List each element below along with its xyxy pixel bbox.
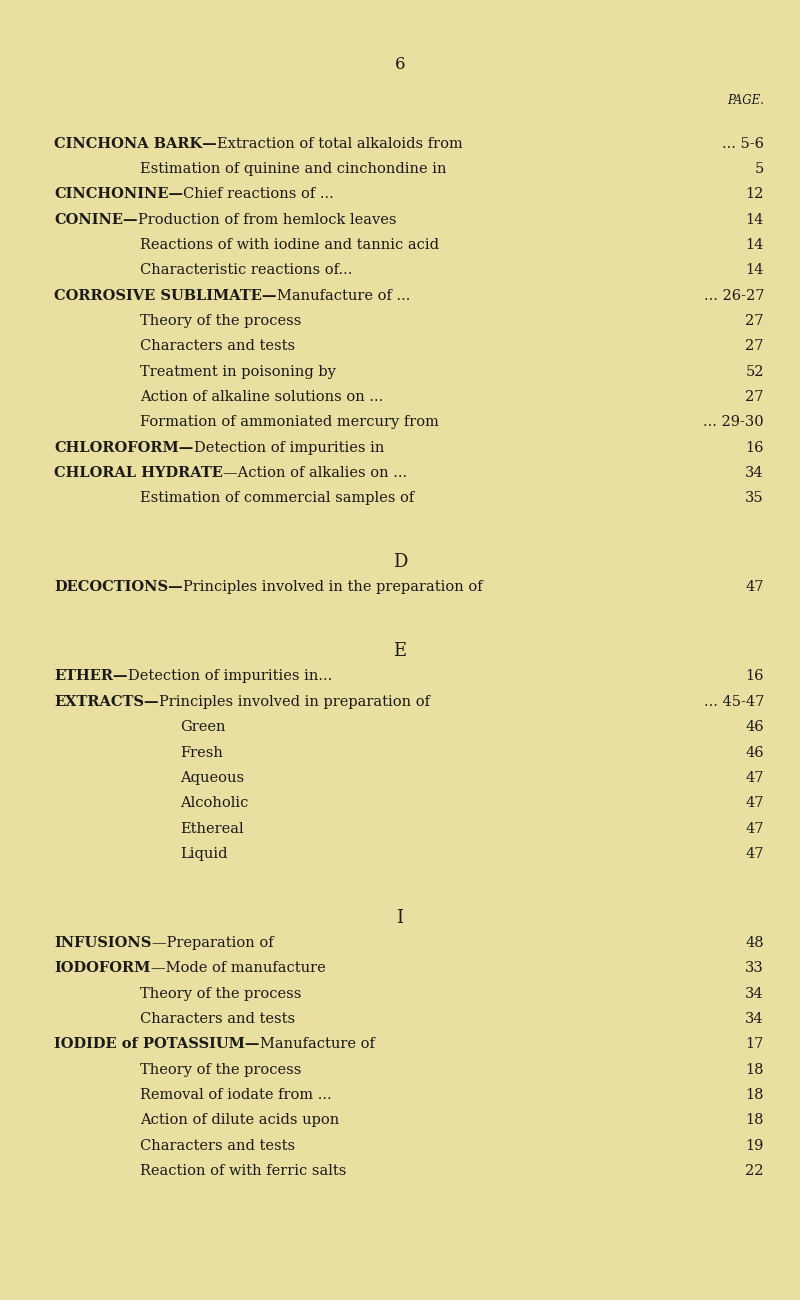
Text: Alcoholic: Alcoholic bbox=[180, 796, 248, 810]
Text: ... 45-47: ... 45-47 bbox=[704, 694, 764, 709]
Text: Reaction of with ferric salts: Reaction of with ferric salts bbox=[140, 1164, 346, 1178]
Text: 27: 27 bbox=[746, 339, 764, 354]
Text: 47: 47 bbox=[746, 822, 764, 836]
Text: CORROSIVE SUBLIMATE—: CORROSIVE SUBLIMATE— bbox=[54, 289, 277, 303]
Text: Fresh: Fresh bbox=[180, 745, 223, 759]
Text: Manufacture of: Manufacture of bbox=[260, 1037, 374, 1052]
Text: EXTRACTS—: EXTRACTS— bbox=[54, 694, 159, 709]
Text: Characters and tests: Characters and tests bbox=[140, 1011, 295, 1026]
Text: 35: 35 bbox=[746, 491, 764, 506]
Text: D: D bbox=[393, 552, 407, 571]
Text: Liquid: Liquid bbox=[180, 846, 227, 861]
Text: 27: 27 bbox=[746, 313, 764, 328]
Text: 48: 48 bbox=[746, 936, 764, 950]
Text: Ethereal: Ethereal bbox=[180, 822, 244, 836]
Text: ... 5-6: ... 5-6 bbox=[722, 136, 764, 151]
Text: Principles involved in the preparation of: Principles involved in the preparation o… bbox=[183, 580, 482, 594]
Text: Chief reactions of ...: Chief reactions of ... bbox=[183, 187, 334, 202]
Text: E: E bbox=[394, 642, 406, 660]
Text: 27: 27 bbox=[746, 390, 764, 404]
Text: Estimation of quinine and cinchondine in: Estimation of quinine and cinchondine in bbox=[140, 161, 446, 176]
Text: CONINE—: CONINE— bbox=[54, 212, 138, 226]
Text: Removal of iodate from ...: Removal of iodate from ... bbox=[140, 1088, 332, 1102]
Text: 34: 34 bbox=[746, 465, 764, 480]
Text: Manufacture of ...: Manufacture of ... bbox=[277, 289, 410, 303]
Text: Principles involved in preparation of: Principles involved in preparation of bbox=[159, 694, 430, 709]
Text: —Preparation of: —Preparation of bbox=[152, 936, 274, 950]
Text: Detection of impurities in: Detection of impurities in bbox=[194, 441, 384, 455]
Text: 16: 16 bbox=[746, 441, 764, 455]
Text: 14: 14 bbox=[746, 263, 764, 277]
Text: 14: 14 bbox=[746, 238, 764, 252]
Text: 46: 46 bbox=[746, 745, 764, 759]
Text: 34: 34 bbox=[746, 987, 764, 1001]
Text: CHLOROFORM—: CHLOROFORM— bbox=[54, 441, 194, 455]
Text: 34: 34 bbox=[746, 1011, 764, 1026]
Text: Estimation of commercial samples of: Estimation of commercial samples of bbox=[140, 491, 414, 506]
Text: 47: 47 bbox=[746, 846, 764, 861]
Text: 18: 18 bbox=[746, 1062, 764, 1076]
Text: Extraction of total alkaloids from: Extraction of total alkaloids from bbox=[217, 136, 462, 151]
Text: PAGE.: PAGE. bbox=[727, 94, 764, 107]
Text: ... 26-27: ... 26-27 bbox=[703, 289, 764, 303]
Text: 18: 18 bbox=[746, 1113, 764, 1127]
Text: IODIDE of POTASSIUM—: IODIDE of POTASSIUM— bbox=[54, 1037, 260, 1052]
Text: ETHER—: ETHER— bbox=[54, 670, 128, 684]
Text: 17: 17 bbox=[746, 1037, 764, 1052]
Text: 22: 22 bbox=[746, 1164, 764, 1178]
Text: INFUSIONS: INFUSIONS bbox=[54, 936, 152, 950]
Text: 16: 16 bbox=[746, 670, 764, 684]
Text: 6: 6 bbox=[394, 56, 406, 73]
Text: Theory of the process: Theory of the process bbox=[140, 987, 302, 1001]
Text: Action of alkaline solutions on ...: Action of alkaline solutions on ... bbox=[140, 390, 383, 404]
Text: Formation of ammoniated mercury from: Formation of ammoniated mercury from bbox=[140, 415, 439, 429]
Text: —Action of alkalies on ...: —Action of alkalies on ... bbox=[223, 465, 407, 480]
Text: Characters and tests: Characters and tests bbox=[140, 339, 295, 354]
Text: Detection of impurities in...: Detection of impurities in... bbox=[128, 670, 332, 684]
Text: Characteristic reactions of...: Characteristic reactions of... bbox=[140, 263, 352, 277]
Text: 47: 47 bbox=[746, 796, 764, 810]
Text: —Mode of manufacture: —Mode of manufacture bbox=[150, 961, 326, 975]
Text: Theory of the process: Theory of the process bbox=[140, 313, 302, 328]
Text: CINCHONINE—: CINCHONINE— bbox=[54, 187, 183, 202]
Text: IODOFORM: IODOFORM bbox=[54, 961, 150, 975]
Text: 5: 5 bbox=[754, 161, 764, 176]
Text: Green: Green bbox=[180, 720, 226, 734]
Text: 19: 19 bbox=[746, 1139, 764, 1153]
Text: ... 29-30: ... 29-30 bbox=[703, 415, 764, 429]
Text: Characters and tests: Characters and tests bbox=[140, 1139, 295, 1153]
Text: 47: 47 bbox=[746, 771, 764, 785]
Text: Treatment in poisoning by: Treatment in poisoning by bbox=[140, 364, 336, 378]
Text: Production of from hemlock leaves: Production of from hemlock leaves bbox=[138, 212, 397, 226]
Text: 33: 33 bbox=[746, 961, 764, 975]
Text: 14: 14 bbox=[746, 212, 764, 226]
Text: 46: 46 bbox=[746, 720, 764, 734]
Text: 47: 47 bbox=[746, 580, 764, 594]
Text: Reactions of with iodine and tannic acid: Reactions of with iodine and tannic acid bbox=[140, 238, 439, 252]
Text: Theory of the process: Theory of the process bbox=[140, 1062, 302, 1076]
Text: CINCHONA BARK—: CINCHONA BARK— bbox=[54, 136, 217, 151]
Text: DECOCTIONS—: DECOCTIONS— bbox=[54, 580, 183, 594]
Text: 52: 52 bbox=[746, 364, 764, 378]
Text: Action of dilute acids upon: Action of dilute acids upon bbox=[140, 1113, 339, 1127]
Text: I: I bbox=[397, 909, 403, 927]
Text: 18: 18 bbox=[746, 1088, 764, 1102]
Text: 12: 12 bbox=[746, 187, 764, 202]
Text: Aqueous: Aqueous bbox=[180, 771, 244, 785]
Text: CHLORAL HYDRATE: CHLORAL HYDRATE bbox=[54, 465, 223, 480]
